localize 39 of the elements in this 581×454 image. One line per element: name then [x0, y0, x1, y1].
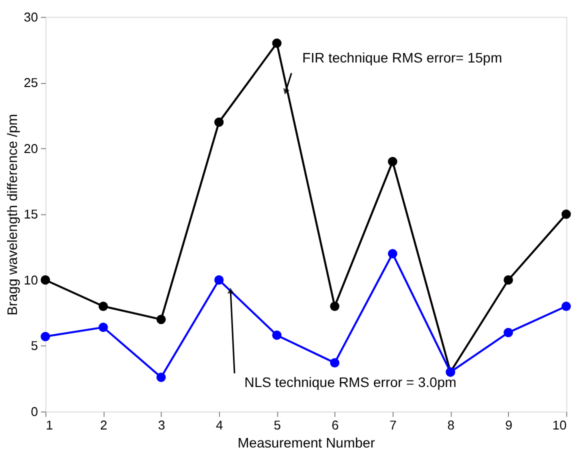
point: [504, 328, 514, 338]
x-tick-label: 10: [552, 418, 567, 433]
y-axis-title: Bragg wavelength difference /pm: [4, 114, 20, 316]
point: [330, 302, 340, 311]
y-tick-label: 15: [24, 206, 38, 222]
x-tick-label: 3: [158, 418, 166, 433]
y-tick-label: 25: [24, 75, 38, 90]
annotation: NLS technique RMS error = 3.0pm: [244, 375, 456, 390]
point: [214, 117, 224, 127]
y-tick-label: 5: [30, 338, 38, 354]
x-axis-title: Measurement Number: [238, 435, 376, 450]
point: [40, 275, 50, 285]
y-tick-label: 30: [24, 9, 38, 24]
point: [98, 302, 108, 311]
point: [272, 38, 282, 48]
x-tick-label: 4: [216, 418, 224, 433]
y-tick-label: 0: [30, 404, 38, 419]
point: [330, 358, 340, 368]
point: [156, 372, 166, 382]
point: [562, 210, 571, 219]
annotation: FIR technique RMS error= 15pm: [302, 50, 502, 66]
point: [388, 156, 398, 166]
x-tick-label: 8: [447, 418, 455, 433]
point: [98, 322, 108, 332]
point: [388, 248, 398, 258]
point: [214, 275, 224, 285]
x-tick-label: 2: [100, 418, 108, 433]
x-tick-label: 5: [274, 418, 281, 433]
point: [40, 332, 50, 342]
x-tick-label: 9: [505, 418, 512, 433]
y-tick-label: 10: [24, 272, 38, 288]
x-tick-label: 6: [332, 418, 339, 433]
point: [272, 330, 282, 340]
point: [562, 302, 571, 311]
x-tick-label: 1: [46, 418, 54, 433]
x-tick-label: 7: [390, 418, 397, 433]
point: [504, 275, 514, 285]
point: [156, 314, 166, 324]
y-tick-label: 20: [24, 140, 38, 156]
